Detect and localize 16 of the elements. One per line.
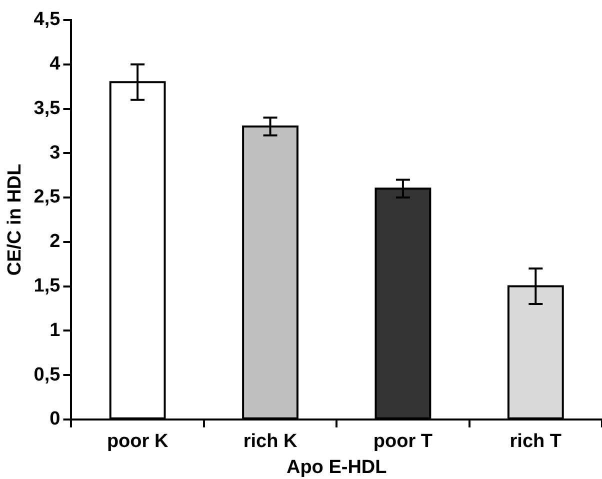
y-tick-label: 2 <box>50 231 60 252</box>
y-axis-title: CE/C in HDL <box>4 163 26 276</box>
y-tick-label: 4 <box>50 54 61 75</box>
y-tick-label: 3,5 <box>34 98 61 119</box>
y-tick-label: 3 <box>50 142 60 164</box>
y-tick-label: 0 <box>50 408 60 430</box>
y-tick-label: 4,5 <box>34 9 61 30</box>
x-tick-label: poor K <box>106 431 168 452</box>
y-tick-label: 2,5 <box>34 186 61 208</box>
x-tick-label: rich K <box>243 431 298 452</box>
x-tick-label: rich T <box>510 431 562 452</box>
x-axis-title: Apo E-HDL <box>286 456 388 478</box>
x-tick-label: poor T <box>373 431 433 452</box>
y-tick-label: 1 <box>50 320 61 341</box>
y-tick-label: 0,5 <box>34 364 61 386</box>
y-tick-label: 1,5 <box>34 276 61 296</box>
